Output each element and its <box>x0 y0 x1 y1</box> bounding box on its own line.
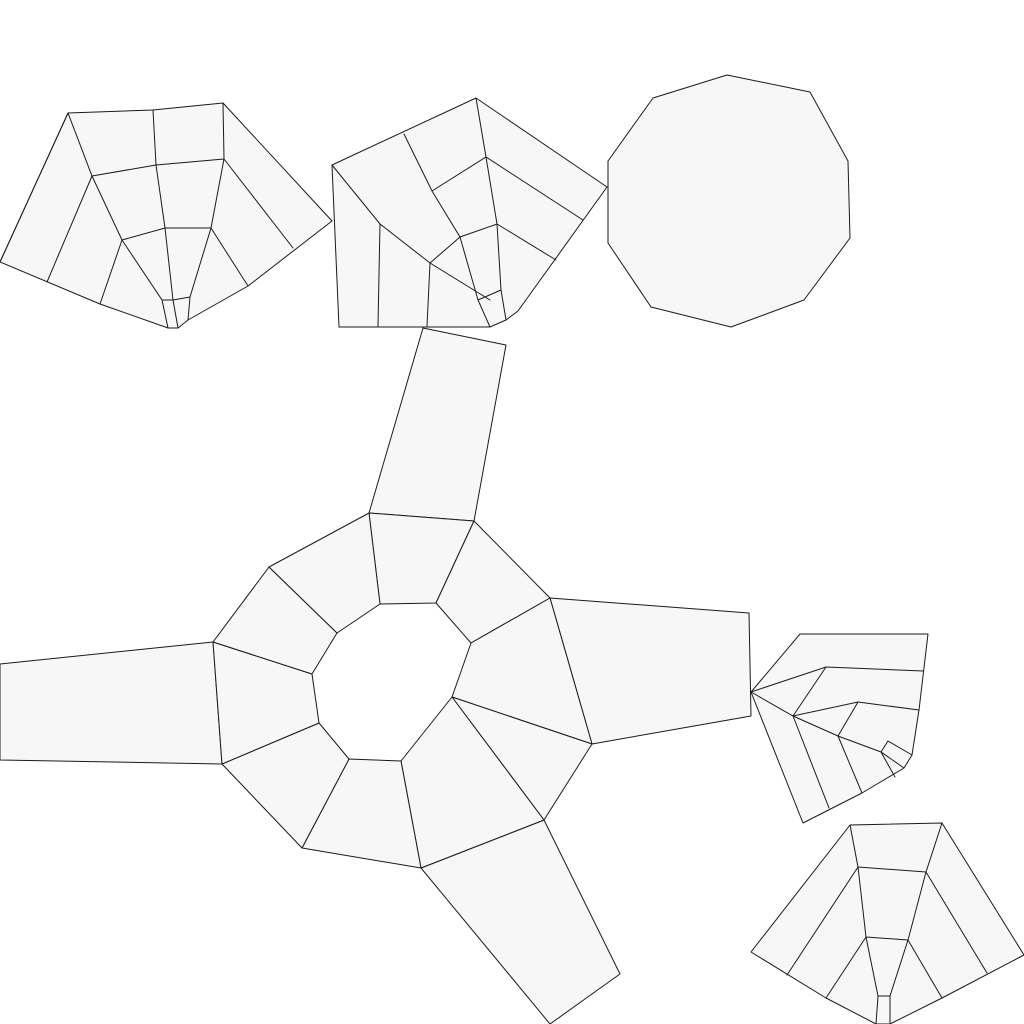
island-fan-top-middle <box>331 97 608 328</box>
island-fan-bottom-right <box>750 822 1024 1024</box>
radial-edges <box>750 666 924 809</box>
grid-edges <box>331 97 584 328</box>
arm-left <box>0 641 223 765</box>
island-decagon <box>607 74 851 328</box>
ring-segment-10 <box>268 512 381 634</box>
island-outline <box>0 102 333 329</box>
island-outline <box>331 97 608 328</box>
decagon-face <box>607 74 851 328</box>
radial-edges <box>786 822 988 1024</box>
island-ring-with-arms <box>0 327 752 1024</box>
arm-top <box>368 327 507 522</box>
island-outline <box>750 633 929 824</box>
island-fan-right-small <box>750 633 929 824</box>
island-outline <box>750 822 1024 1024</box>
radial-edges <box>0 102 294 329</box>
island-fan-top-left <box>0 102 333 329</box>
